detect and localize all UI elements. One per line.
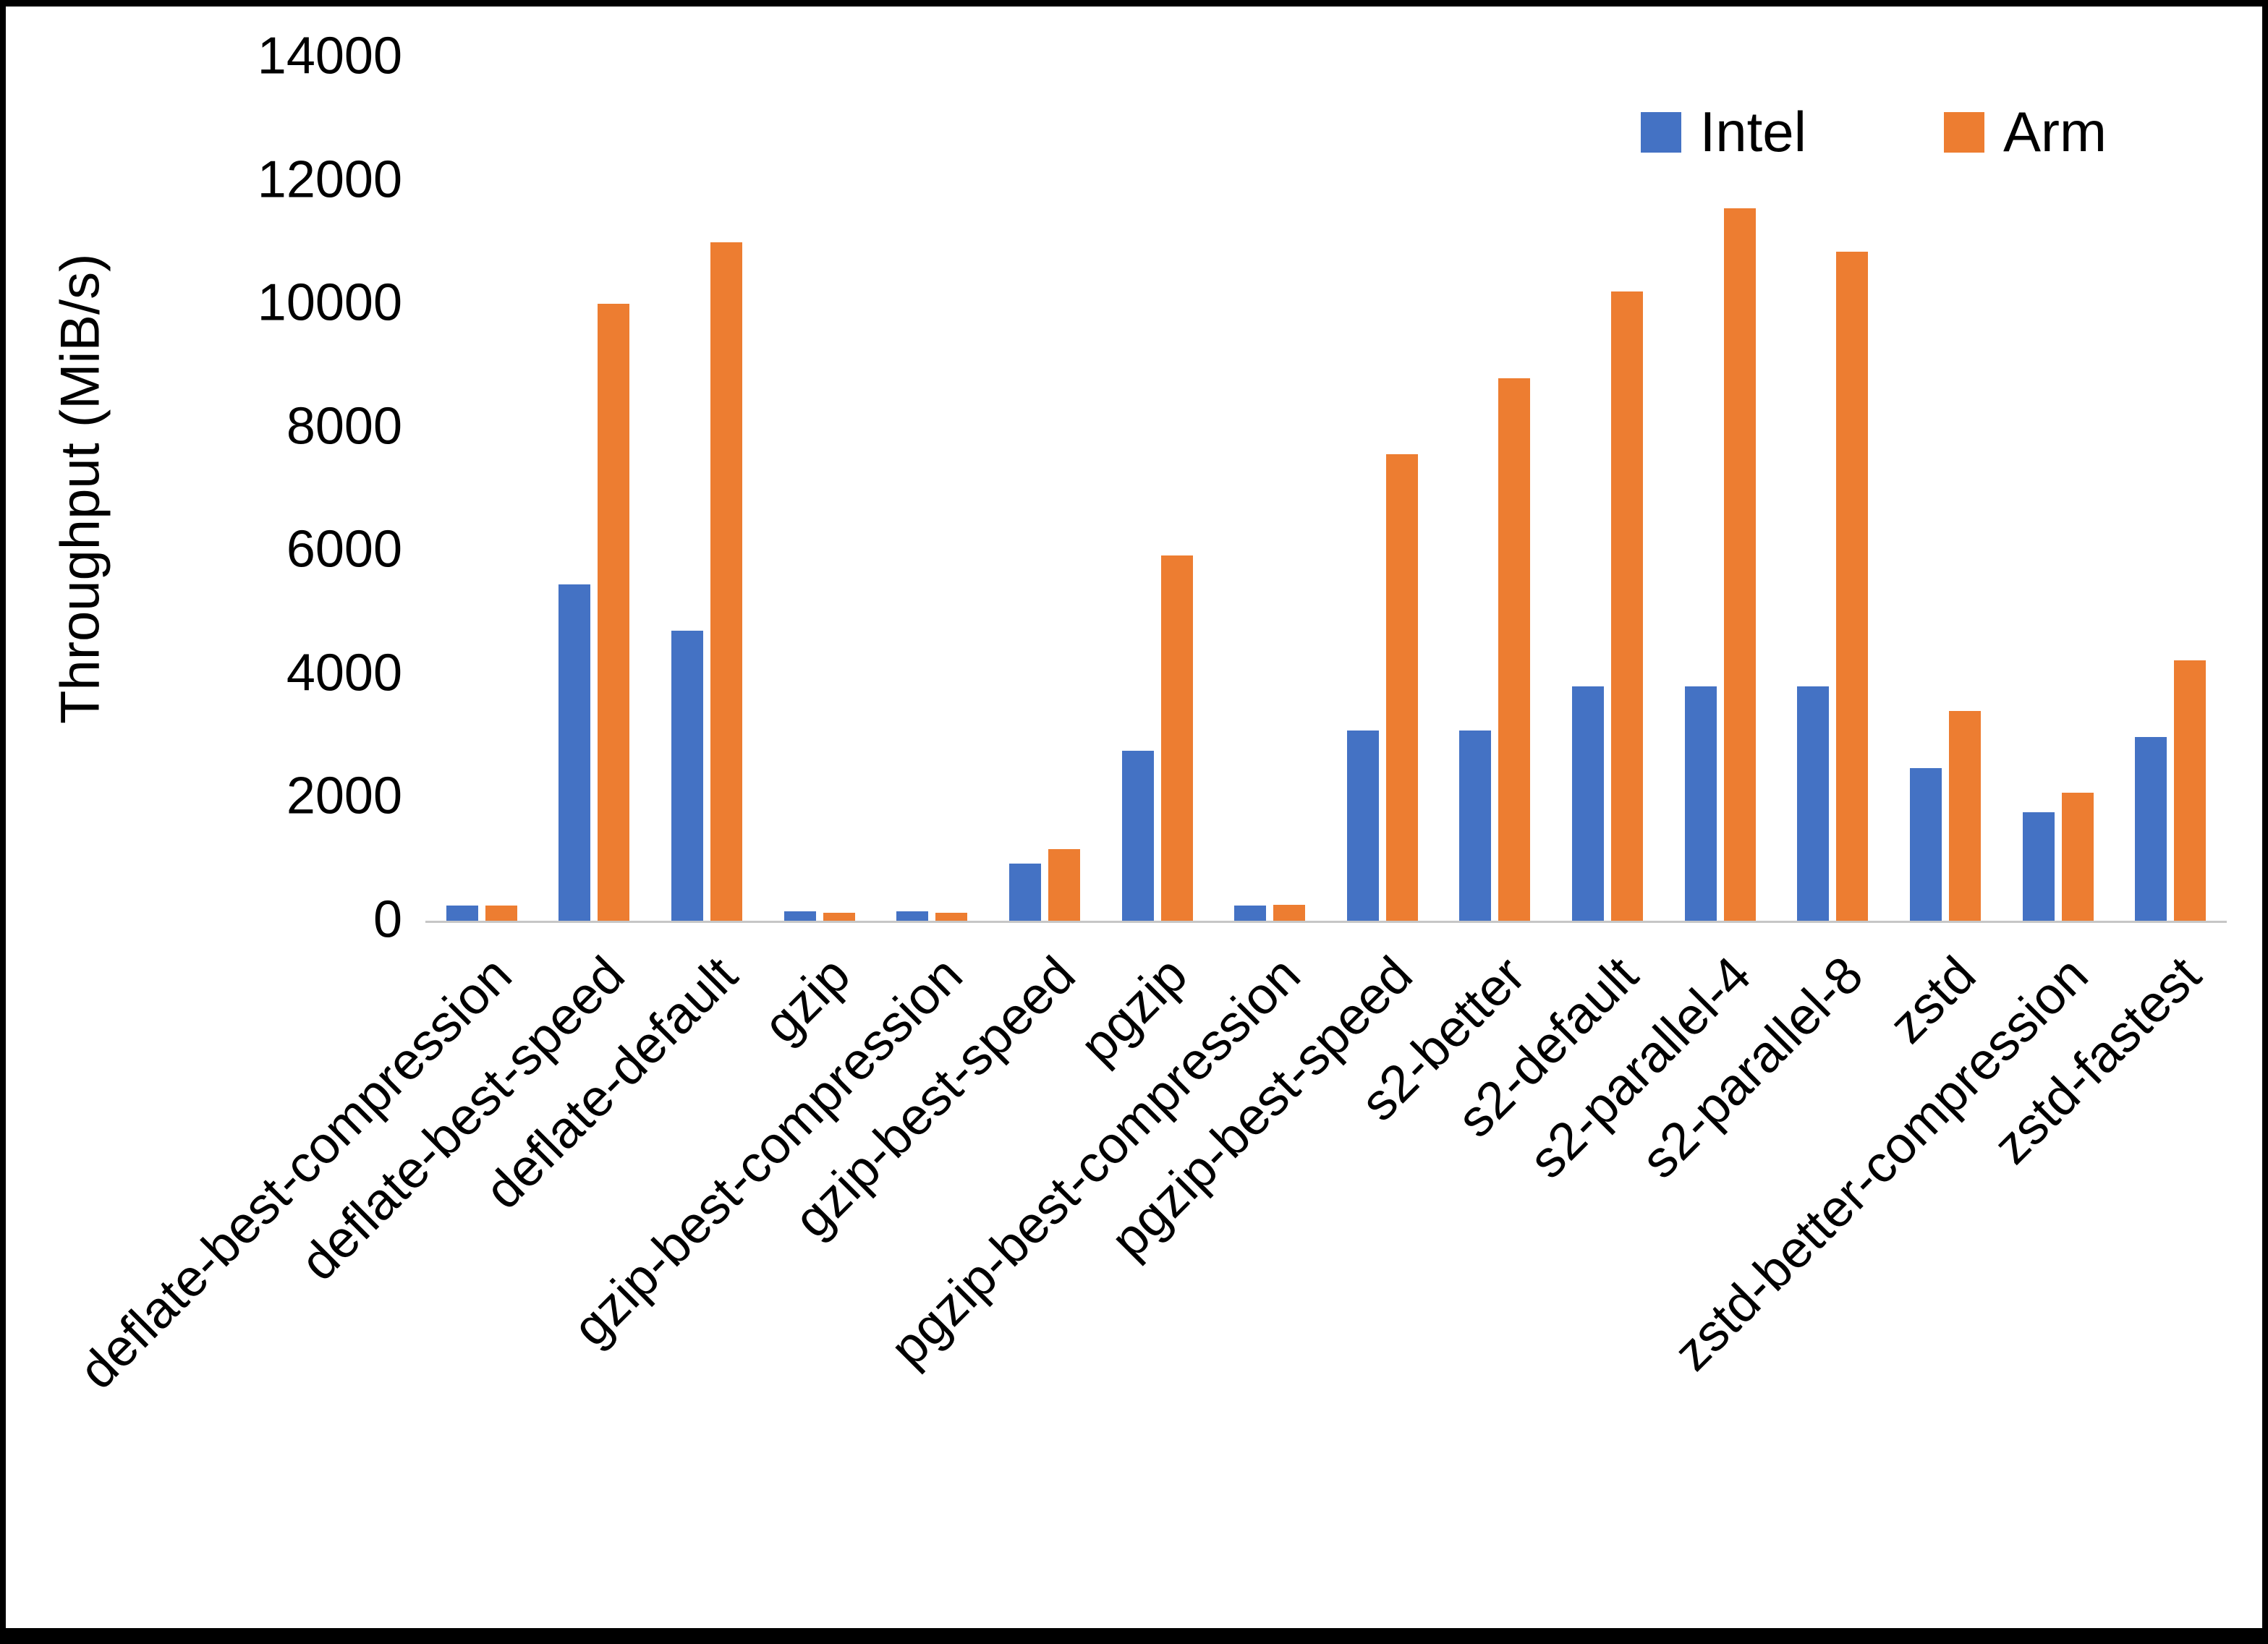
bar-intel-pgzip: [1121, 750, 1154, 921]
bar-arm-deflate-default: [710, 242, 743, 921]
legend-label-intel: Intel: [1699, 100, 1807, 163]
intel-color-swatch: [1640, 111, 1681, 153]
bar-intel-gzip-best-compression: [896, 911, 929, 921]
bar-arm-pgzip-best-compression: [1273, 904, 1306, 921]
bar-arm-gzip-best-compression: [935, 912, 968, 921]
bar-intel-deflate-default: [671, 631, 704, 921]
bar-arm-zstd-better-compression: [2061, 793, 2094, 921]
y-axis-tick-label-0: 0: [373, 890, 402, 949]
bar-intel-gzip: [783, 911, 816, 921]
y-axis-tick-label-8000: 8000: [286, 397, 402, 456]
arm-color-swatch: [1944, 111, 1985, 153]
throughput-bar-chart: Throughput (MiB/s) 0 2000 4000 6000 8000 1000…: [6, 7, 2262, 1628]
legend-label-arm: Arm: [2003, 100, 2107, 163]
bar-arm-gzip: [823, 912, 855, 921]
bar-group-deflate-default: [650, 57, 763, 921]
bar-intel-deflate-best-speed: [558, 584, 591, 921]
bar-group-gzip: [763, 57, 876, 921]
bar-intel-pgzip-best-speed: [1346, 731, 1379, 921]
bar-group-pgzip: [1101, 57, 1214, 921]
plot-area: [425, 57, 2227, 923]
y-axis-tick-label-14000: 14000: [257, 27, 402, 85]
bar-group-gzip-best-speed: [988, 57, 1101, 921]
legend-item-arm: Arm: [1944, 99, 2107, 165]
bar-group-zstd-fastest: [2114, 57, 2227, 921]
bar-arm-pgzip-best-speed: [1385, 454, 1418, 921]
bar-intel-s2-default: [1572, 686, 1605, 921]
bar-group-zstd-better-compression: [2002, 57, 2115, 921]
y-axis-tick-labels: 0 2000 4000 6000 8000 10000 12000 14000: [6, 27, 402, 948]
bar-arm-s2-default: [1611, 291, 1644, 921]
bar-group-s2-parallel-8: [1777, 57, 1890, 921]
y-axis-tick-label-10000: 10000: [257, 273, 402, 332]
bar-arm-pgzip: [1160, 555, 1193, 921]
bar-group-s2-better: [1439, 57, 1552, 921]
bar-group-gzip-best-compression: [876, 57, 989, 921]
bar-intel-zstd-better-compression: [2022, 812, 2055, 921]
bar-arm-gzip-best-speed: [1048, 849, 1080, 921]
x-axis-labels: deflate-best-compression deflate-best-spe…: [69, 945, 2227, 1596]
bar-group-deflate-best-speed: [538, 57, 651, 921]
bar-intel-deflate-best-compression: [446, 905, 478, 921]
bar-group-s2-default: [1551, 57, 1664, 921]
legend-item-intel: Intel: [1640, 99, 1807, 165]
bar-arm-deflate-best-speed: [598, 304, 630, 921]
legend: Intel Arm: [1640, 99, 2107, 165]
x-axis-label-deflate-best-compression: deflate-best-compression: [68, 945, 524, 1400]
bar-group-zstd: [1889, 57, 2002, 921]
bar-intel-s2-better: [1459, 731, 1492, 921]
bar-intel-gzip-best-speed: [1008, 863, 1041, 921]
bar-arm-zstd-fastest: [2174, 660, 2207, 921]
bar-arm-s2-parallel-8: [1836, 251, 1869, 921]
bar-arm-s2-parallel-4: [1723, 208, 1756, 921]
y-axis-tick-label-4000: 4000: [286, 644, 402, 702]
y-axis-tick-label-2000: 2000: [286, 767, 402, 825]
bar-intel-s2-parallel-8: [1797, 686, 1830, 921]
bar-intel-pgzip-best-compression: [1234, 905, 1267, 921]
bar-intel-zstd-fastest: [2135, 736, 2167, 921]
bar-intel-s2-parallel-4: [1684, 686, 1717, 921]
bar-group-pgzip-best-compression: [1213, 57, 1326, 921]
y-axis-tick-label-12000: 12000: [257, 150, 402, 208]
bar-intel-zstd: [1909, 768, 1942, 921]
bar-arm-s2-better: [1498, 378, 1531, 921]
bar-arm-zstd: [1948, 711, 1981, 921]
bar-group-pgzip-best-speed: [1326, 57, 1439, 921]
bar-group-s2-parallel-4: [1664, 57, 1777, 921]
y-axis-tick-label-6000: 6000: [286, 520, 402, 579]
bar-arm-deflate-best-compression: [485, 905, 517, 921]
bar-group-deflate-best-compression: [425, 57, 538, 921]
